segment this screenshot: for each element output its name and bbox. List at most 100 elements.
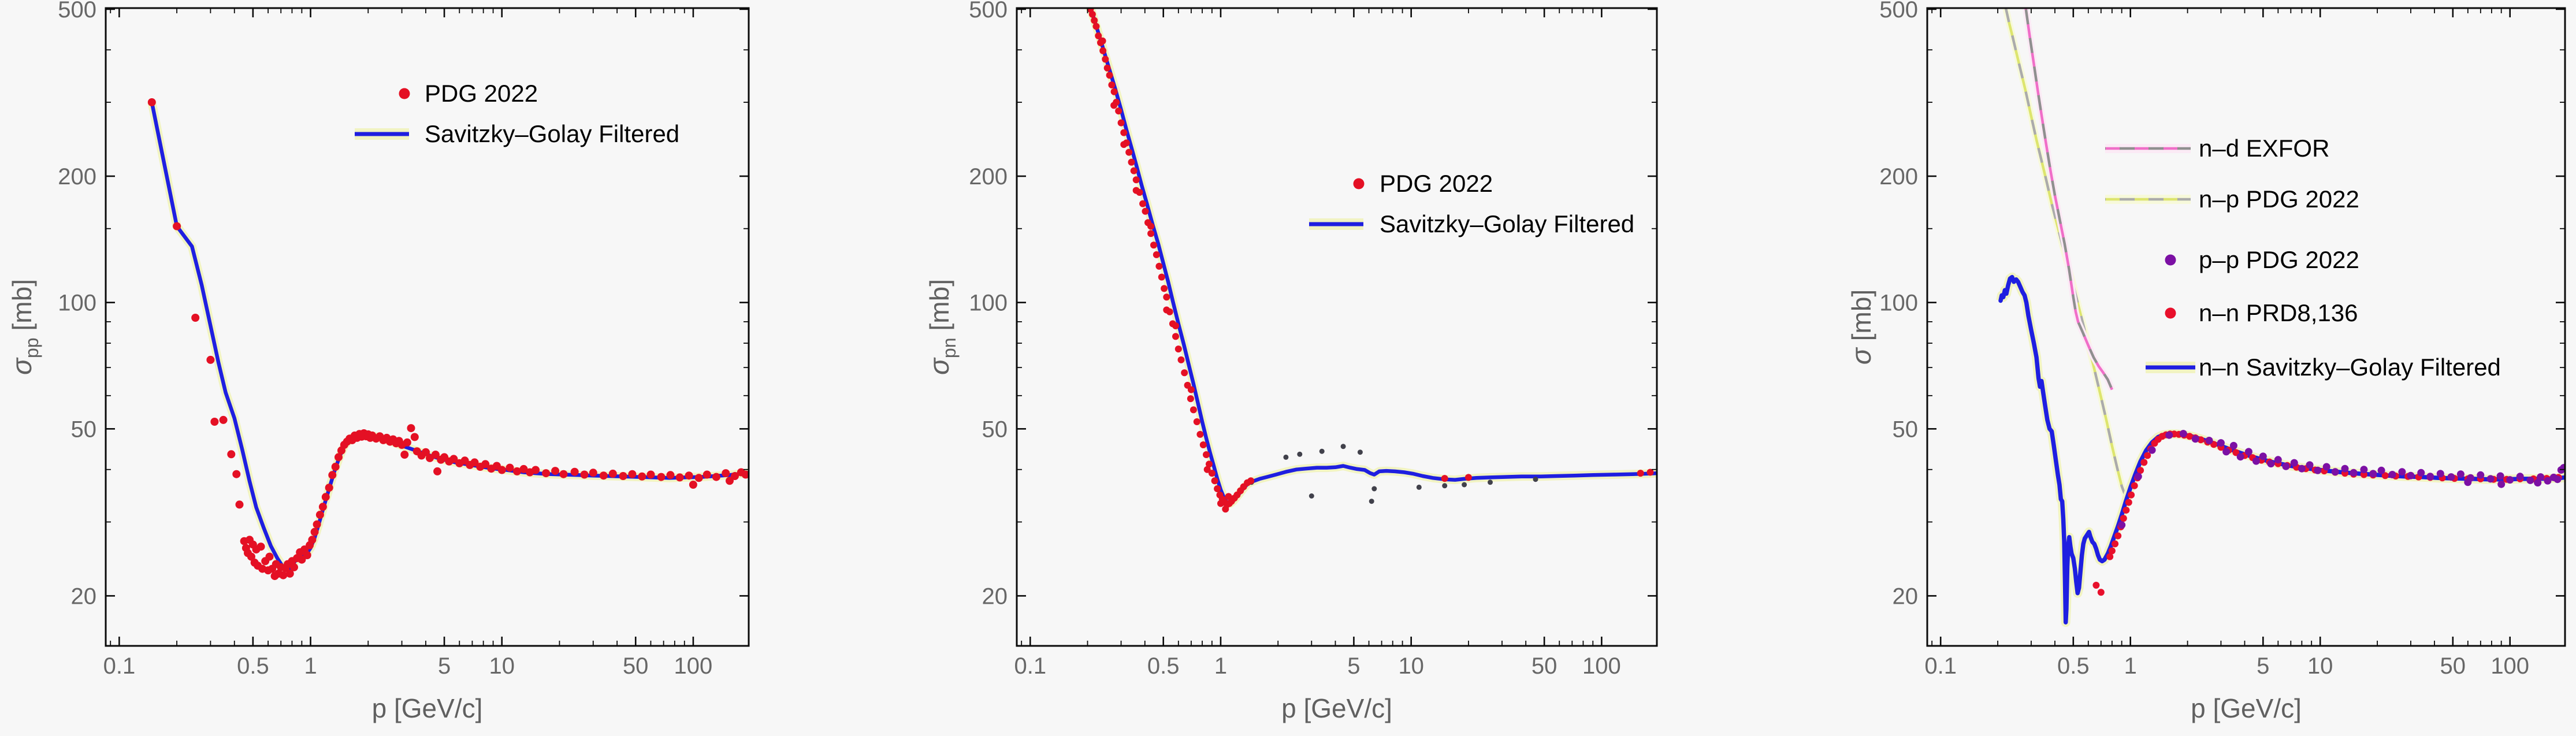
- data-point: [2114, 532, 2122, 540]
- x-tick-label: 0.1: [1014, 653, 1046, 679]
- legend: n–d EXFOR n–p PDG 2022 p–p PDG 2022 n–n PRD…: [2105, 135, 2501, 381]
- data-point: [638, 472, 646, 481]
- data-point: [1147, 222, 1155, 230]
- data-point: [1214, 485, 1221, 492]
- data-point: [206, 355, 215, 364]
- x-axis-title: p [GeV/c]: [372, 693, 483, 723]
- unit-label: [mb]: [924, 279, 954, 330]
- x-axis-title: p [GeV/c]: [1281, 693, 1392, 723]
- series-savitzky-golay-filtered-halo: [147, 101, 749, 575]
- data-point: [1187, 386, 1195, 393]
- data-point: [2267, 460, 2275, 468]
- data-point: [1128, 158, 1135, 166]
- data-point: [1095, 32, 1102, 39]
- legend-label: n–d EXFOR: [2199, 135, 2329, 162]
- data-point: [1247, 477, 1255, 485]
- data-point: [1462, 482, 1467, 488]
- data-point: [731, 472, 739, 480]
- data-point: [1297, 451, 1303, 457]
- plot-area: [1085, 8, 1657, 513]
- data-point: [2120, 515, 2127, 522]
- data-point: [2229, 441, 2237, 449]
- data-point: [685, 471, 693, 480]
- data-point: [2314, 466, 2322, 474]
- legend-label: n–n Savitzky–Golay Filtered: [2199, 354, 2501, 381]
- y-tick-label: 20: [1893, 583, 1919, 609]
- panel-sigma-pp: 0.1 0.5 1 5 10 50 100 20 50 100 200 500 p [GeV/c] σpp…: [7, 0, 750, 723]
- y-tick-label: 500: [969, 0, 1008, 23]
- data-point: [325, 484, 333, 492]
- data-point: [1172, 333, 1179, 340]
- scatter-series-pdg-2022: [1087, 8, 1654, 513]
- data-point: [191, 314, 200, 322]
- data-point: [2407, 471, 2415, 479]
- unit-label: [mb]: [1846, 289, 1876, 341]
- data-point: [531, 466, 540, 474]
- y-axis-title: σ [mb]: [1846, 289, 1877, 365]
- y-tick-label: 100: [969, 291, 1008, 316]
- data-point: [433, 467, 442, 475]
- y-tick-label: 100: [1879, 291, 1918, 316]
- data-point: [2217, 439, 2225, 447]
- data-point: [1203, 451, 1210, 458]
- data-point: [2179, 430, 2187, 438]
- data-point: [2331, 468, 2339, 476]
- data-point: [1103, 64, 1111, 72]
- data-point: [505, 463, 514, 472]
- data-point: [694, 474, 703, 482]
- data-point: [2436, 470, 2444, 478]
- series-n-d-exfor: [2024, 8, 2113, 391]
- data-point: [2128, 491, 2135, 499]
- data-point: [542, 469, 551, 478]
- data-point: [2534, 479, 2542, 487]
- data-point: [741, 470, 749, 479]
- data-point: [2377, 466, 2385, 474]
- data-point: [2426, 473, 2434, 481]
- data-point: [2360, 466, 2368, 474]
- data-point: [321, 493, 330, 501]
- data-point: [2108, 547, 2116, 555]
- tick-labels: 0.1 0.5 1 5 10 50 100 20 50 100 200 500: [969, 0, 1621, 679]
- legend: PDG 2022 Savitzky–Golay Filtered: [1309, 170, 1634, 237]
- data-point: [210, 418, 219, 426]
- data-point: [328, 471, 337, 479]
- series-savitzky-golay-filtered: [150, 100, 749, 573]
- data-point: [227, 450, 236, 459]
- x-tick-label: 100: [2490, 653, 2529, 679]
- data-point: [2447, 473, 2455, 481]
- panel-sigma-nn: 0.1 0.5 1 5 10 50 100 20 50 100 200 500 p [GeV/c] σ [m…: [1846, 0, 2566, 723]
- x-tick-label: 5: [1347, 653, 1360, 679]
- sigma-symbol: σ: [924, 357, 955, 375]
- x-tick-label: 5: [2257, 653, 2269, 679]
- data-point: [1199, 441, 1207, 448]
- data-point: [519, 464, 528, 473]
- series-n-p-pdg-2022: [2004, 8, 2128, 499]
- data-point: [2398, 468, 2406, 476]
- y-tick-label: 500: [1879, 0, 1918, 23]
- data-point: [551, 467, 560, 475]
- data-point: [1187, 395, 1194, 403]
- data-point: [2506, 476, 2514, 484]
- data-point: [235, 500, 244, 509]
- sigma-symbol: σ: [1846, 347, 1877, 365]
- data-point: [1088, 10, 1096, 18]
- tick-labels: 0.1 0.5 1 5 10 50 100 20 50 100 200 500: [58, 0, 712, 679]
- x-tick-label: 50: [623, 653, 649, 679]
- data-point: [1122, 139, 1130, 147]
- data-point: [1099, 47, 1107, 54]
- x-tick-label: 100: [674, 653, 713, 679]
- legend-key-dot: [2165, 254, 2176, 266]
- data-point: [722, 469, 730, 478]
- data-point: [1442, 483, 1448, 489]
- data-point: [2341, 464, 2349, 473]
- legend-label: Savitzky–Golay Filtered: [425, 120, 679, 147]
- data-point: [303, 551, 311, 559]
- plot-area: [1996, 8, 2565, 627]
- data-point: [2144, 452, 2151, 459]
- data-point: [2360, 471, 2367, 478]
- x-tick-label: 0.5: [1147, 653, 1180, 679]
- x-tick-label: 0.1: [1924, 653, 1957, 679]
- data-point: [580, 470, 589, 479]
- legend-label: PDG 2022: [1380, 170, 1493, 197]
- sigma-subscript: pn: [939, 337, 960, 358]
